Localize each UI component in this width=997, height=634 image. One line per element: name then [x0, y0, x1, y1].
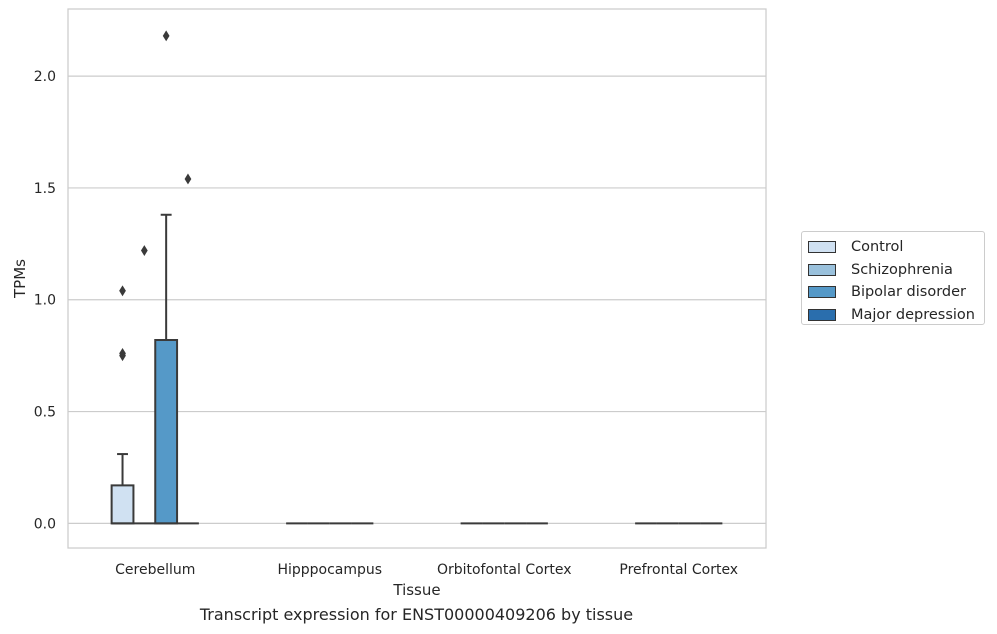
legend-item: Control: [808, 236, 984, 259]
x-axis-ticks: Cerebellum Hipppocampus Orbitofontal Corte…: [115, 562, 738, 578]
y-tick-label: 2.0: [34, 69, 56, 85]
legend-label: Bipolar disorder: [851, 284, 966, 301]
outlier-point: [119, 347, 126, 359]
x-axis-label: Tissue: [392, 581, 440, 599]
legend-label: Schizophrenia: [851, 261, 953, 278]
legend-label: Major depression: [851, 306, 975, 323]
box-body: [110, 484, 135, 525]
outlier-point: [162, 30, 170, 42]
legend-item: Bipolar disorder: [808, 281, 984, 304]
box-bipolar-disorder: [154, 30, 179, 525]
x-tick-label: Prefrontal Cortex: [619, 562, 738, 578]
outlier-point: [184, 173, 192, 185]
outlier-point: [140, 245, 148, 257]
x-tick-label: Hipppocampus: [277, 562, 382, 578]
legend-swatch: [808, 308, 836, 321]
y-axis-ticks: 0.0 0.5 1.0 1.5 2.0: [34, 69, 56, 532]
box-control: [110, 285, 135, 525]
outlier-point: [119, 285, 126, 297]
legend-swatch: [808, 241, 836, 254]
legend-label: Control: [851, 239, 904, 256]
plot-frame: [67, 8, 767, 549]
box-major-depression: [177, 173, 199, 525]
legend: Control Schizophrenia Bipolar disorder Majo…: [801, 231, 985, 325]
figure-caption: Transcript expression for ENST0000040920…: [199, 605, 634, 624]
legend-swatch: [808, 286, 836, 299]
x-tick-label: Cerebellum: [115, 562, 195, 578]
legend-item: Major depression: [808, 304, 984, 327]
y-axis-label: TPMs: [11, 259, 29, 299]
box-body: [154, 339, 179, 525]
legend-item: Schizophrenia: [808, 259, 984, 282]
y-tick-label: 1.0: [34, 293, 56, 309]
box-marks: [110, 30, 723, 525]
box-schizophrenia: [133, 245, 156, 525]
y-tick-label: 0.5: [34, 405, 56, 421]
y-tick-label: 0.0: [34, 516, 56, 532]
legend-swatch: [808, 263, 836, 276]
x-tick-label: Orbitofontal Cortex: [437, 562, 572, 578]
y-tick-label: 1.5: [34, 181, 56, 197]
